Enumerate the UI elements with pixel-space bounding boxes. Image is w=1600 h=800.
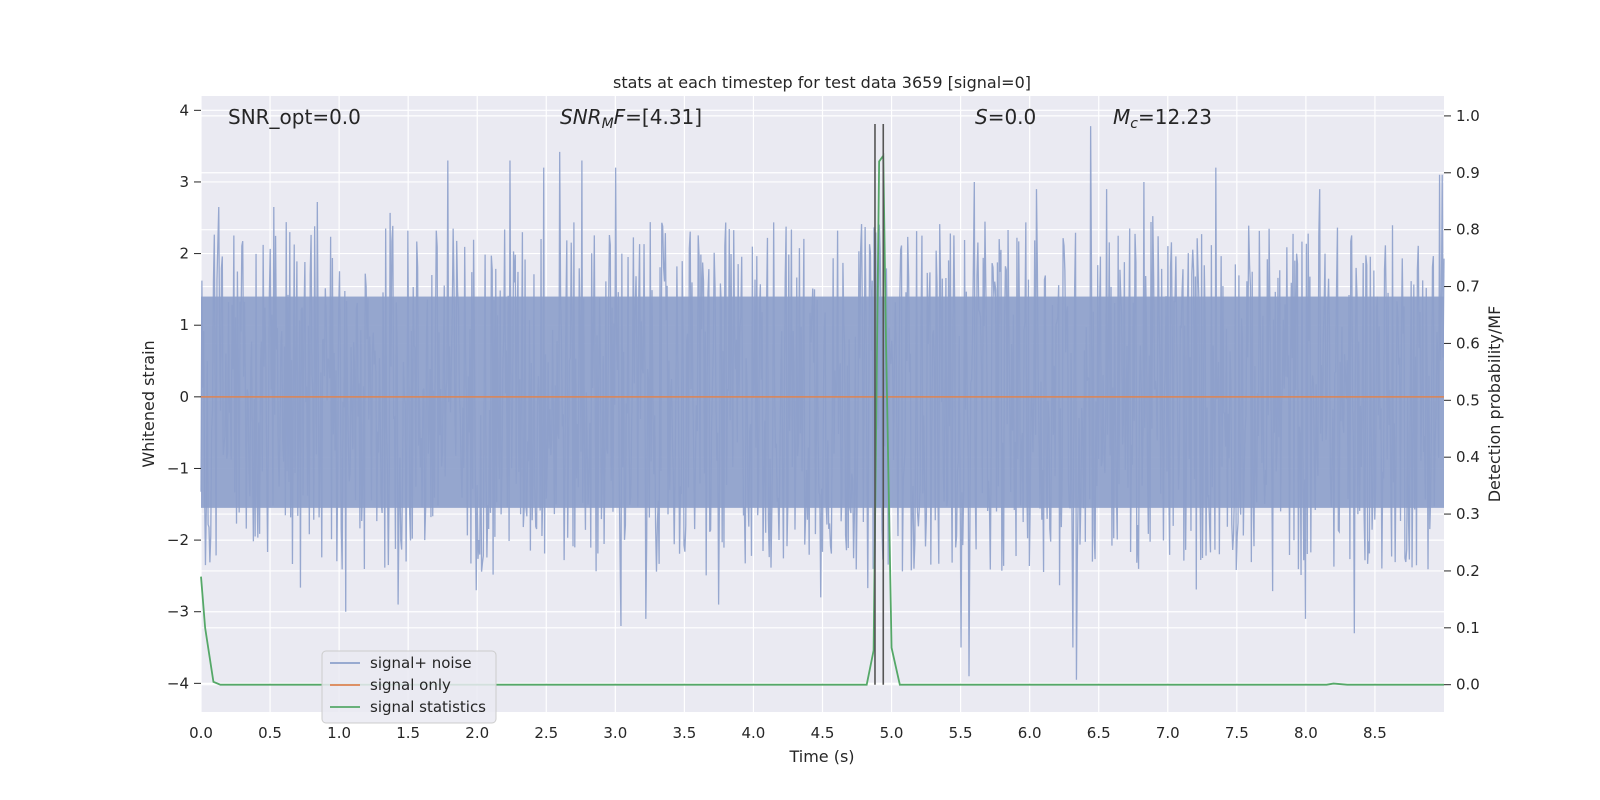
vertical-markers xyxy=(874,124,885,685)
y-left-tick-label: 2 xyxy=(179,245,189,263)
annotation-snr-opt: SNR_opt=0.0 xyxy=(228,105,361,129)
x-tick-label: 0.5 xyxy=(258,724,282,742)
x-tick-label: 2.5 xyxy=(534,724,558,742)
x-tick-label: 4.0 xyxy=(742,724,766,742)
x-tick-label: 8.0 xyxy=(1294,724,1318,742)
x-tick-label: 4.5 xyxy=(811,724,835,742)
x-tick-label: 3.0 xyxy=(603,724,627,742)
ticks: 0.0 0.5 1.0 1.5 2.0 2.5 3.0 3.5 4.0 4.5 5.0 5.5 6.0 6… xyxy=(167,101,1480,742)
x-tick-label: 6.0 xyxy=(1018,724,1042,742)
y-right-tick-label: 0.4 xyxy=(1456,448,1480,466)
y-left-tick-label: −2 xyxy=(167,531,189,549)
x-tick-label: 2.0 xyxy=(465,724,489,742)
annotations: SNR_opt=0.0 SNRMF=[4.31] S=0.0 Mc=12.23 xyxy=(228,105,1212,132)
y-left-tick-label: 0 xyxy=(179,388,189,406)
legend-label-noise: signal+ noise xyxy=(370,654,472,672)
y-right-tick-label: 0.2 xyxy=(1456,562,1480,580)
y-left-tick-label: 4 xyxy=(179,101,189,119)
y-left-tick-label: 3 xyxy=(179,173,189,191)
y-axis-label-right: Detection probability/MF xyxy=(1485,306,1504,503)
y-left-tick-label: 1 xyxy=(179,316,189,334)
y-right-tick-label: 0.7 xyxy=(1456,278,1480,296)
x-tick-label: 1.0 xyxy=(327,724,351,742)
noise-series xyxy=(200,126,1445,680)
chart-title: stats at each timestep for test data 365… xyxy=(613,73,1031,92)
x-tick-label: 5.5 xyxy=(949,724,973,742)
y-left-tick-label: −4 xyxy=(167,674,189,692)
legend-label-stats: signal statistics xyxy=(370,698,486,716)
y-axis-label-left: Whitened strain xyxy=(139,340,158,467)
x-tick-label: 1.5 xyxy=(396,724,420,742)
y-left-tick-label: −3 xyxy=(167,603,189,621)
y-right-tick-label: 0.3 xyxy=(1456,505,1480,523)
signal-noise-band xyxy=(201,296,1444,508)
x-tick-label: 7.5 xyxy=(1225,724,1249,742)
y-right-tick-label: 0.6 xyxy=(1456,334,1480,352)
annotation-s: S=0.0 xyxy=(975,105,1036,129)
annotation-mc: Mc=12.23 xyxy=(1113,105,1212,132)
x-tick-label: 5.0 xyxy=(880,724,904,742)
x-tick-label: 3.5 xyxy=(672,724,696,742)
x-tick-label: 0.0 xyxy=(189,724,213,742)
signal-noise-line xyxy=(200,126,1445,680)
x-tick-label: 8.5 xyxy=(1363,724,1387,742)
legend-label-signal: signal only xyxy=(370,676,451,694)
y-right-tick-label: 0.5 xyxy=(1456,391,1480,409)
y-right-tick-label: 0.1 xyxy=(1456,619,1480,637)
x-tick-label: 7.0 xyxy=(1156,724,1180,742)
y-right-tick-label: 0.0 xyxy=(1456,676,1480,694)
annotation-snr-mf: SNRMF=[4.31] xyxy=(560,105,702,132)
y-right-tick-label: 0.8 xyxy=(1456,221,1480,239)
x-tick-label: 6.5 xyxy=(1087,724,1111,742)
legend-box xyxy=(321,650,497,724)
y-right-tick-label: 0.9 xyxy=(1456,164,1480,182)
y-right-tick-label: 1.0 xyxy=(1456,107,1480,125)
y-left-tick-label: −1 xyxy=(167,459,189,477)
legend: signal+ noise signal only signal statist… xyxy=(321,650,497,724)
x-axis-label: Time (s) xyxy=(788,747,854,766)
